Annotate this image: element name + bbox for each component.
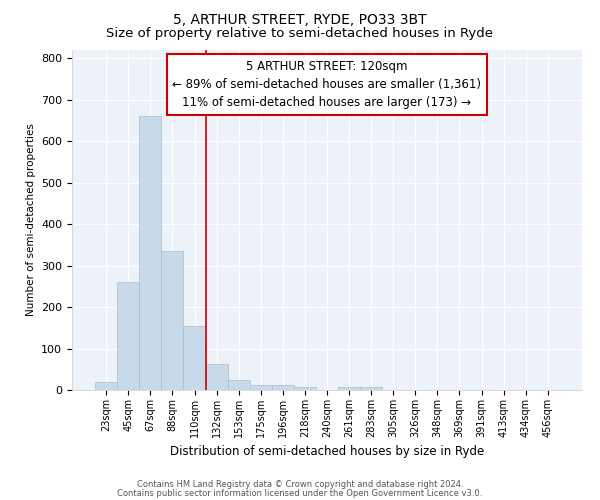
Y-axis label: Number of semi-detached properties: Number of semi-detached properties <box>26 124 35 316</box>
Bar <box>294 387 316 390</box>
Text: 5 ARTHUR STREET: 120sqm
← 89% of semi-detached houses are smaller (1,361)
11% of: 5 ARTHUR STREET: 120sqm ← 89% of semi-de… <box>173 60 482 109</box>
Text: Size of property relative to semi-detached houses in Ryde: Size of property relative to semi-detach… <box>107 28 493 40</box>
Text: Contains HM Land Registry data © Crown copyright and database right 2024.: Contains HM Land Registry data © Crown c… <box>137 480 463 489</box>
Bar <box>272 385 294 390</box>
Bar <box>95 382 117 390</box>
Bar <box>250 385 272 390</box>
Text: 5, ARTHUR STREET, RYDE, PO33 3BT: 5, ARTHUR STREET, RYDE, PO33 3BT <box>173 12 427 26</box>
Bar <box>139 116 161 390</box>
Bar <box>161 251 184 390</box>
Bar <box>338 386 360 390</box>
Bar <box>184 326 206 390</box>
Bar <box>227 380 250 390</box>
Bar <box>206 364 227 390</box>
X-axis label: Distribution of semi-detached houses by size in Ryde: Distribution of semi-detached houses by … <box>170 446 484 458</box>
Bar <box>117 282 139 390</box>
Bar <box>360 386 382 390</box>
Text: Contains public sector information licensed under the Open Government Licence v3: Contains public sector information licen… <box>118 489 482 498</box>
